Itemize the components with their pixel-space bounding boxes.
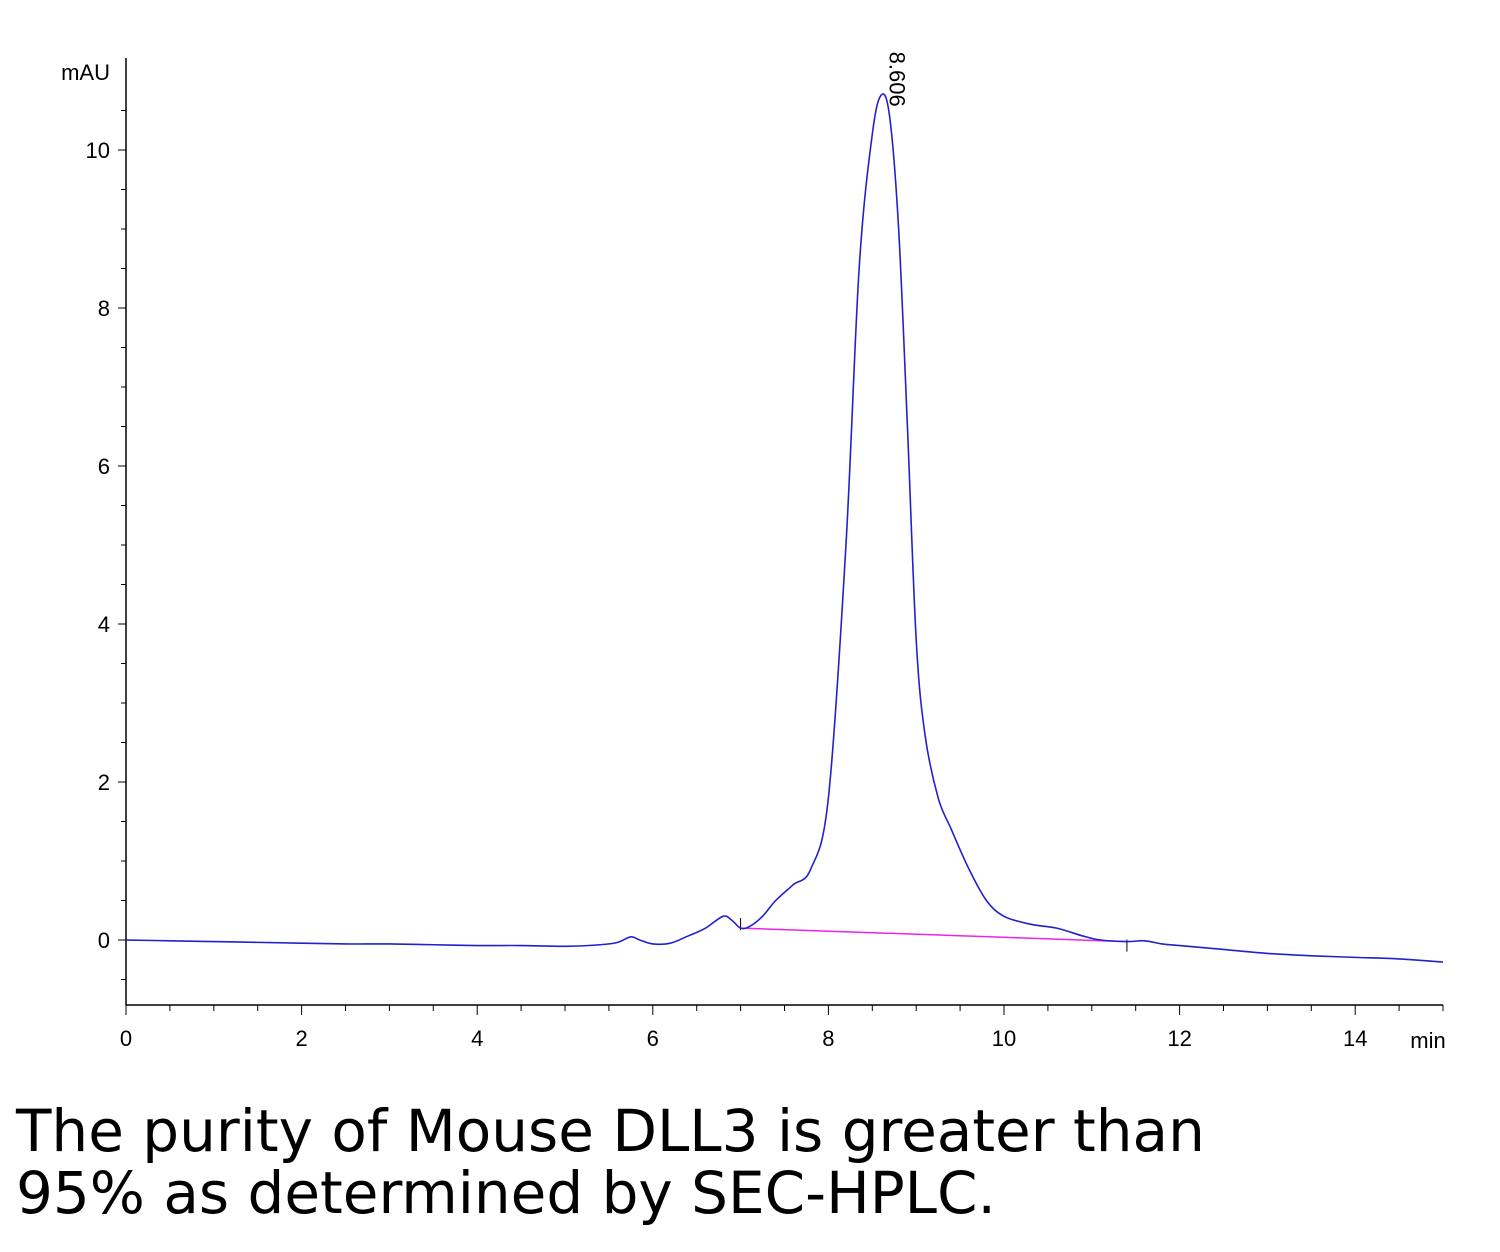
y-tick-label: 6 xyxy=(98,454,110,479)
caption-line-1: The purity of Mouse DLL3 is greater than xyxy=(16,1097,1205,1165)
x-tick-label: 10 xyxy=(992,1026,1016,1051)
x-axis-label: min xyxy=(1410,1028,1445,1053)
chart-marks xyxy=(125,93,1444,963)
x-tick-label: 14 xyxy=(1343,1026,1367,1051)
y-tick-label: 2 xyxy=(98,770,110,795)
peak-retention-label: 8.606 xyxy=(885,52,910,107)
x-tick-label: 12 xyxy=(1167,1026,1191,1051)
integration-baseline xyxy=(740,927,1127,943)
caption-line-2: 95% as determined by SEC-HPLC. xyxy=(16,1159,996,1227)
axes xyxy=(118,58,1444,1015)
y-tick-label: 4 xyxy=(98,612,110,637)
chromatogram-trace xyxy=(125,93,1444,963)
y-tick-label: 8 xyxy=(98,296,110,321)
x-tick-label: 2 xyxy=(295,1026,307,1051)
x-tick-label: 8 xyxy=(822,1026,834,1051)
x-tick-label: 0 xyxy=(120,1026,132,1051)
chromatogram-chart: 0 2 4 6 8 10 mAU 0 2 4 6 8 10 12 14 min 8.606 xyxy=(61,52,1446,1053)
y-tick-label: 0 xyxy=(98,928,110,953)
chart-labels: 0 2 4 6 8 10 mAU 0 2 4 6 8 10 12 14 min 8.606 xyxy=(61,52,1446,1053)
x-tick-label: 6 xyxy=(647,1026,659,1051)
caption: The purity of Mouse DLL3 is greater than… xyxy=(16,1100,1216,1224)
x-tick-label: 4 xyxy=(471,1026,483,1051)
y-axis-label: mAU xyxy=(61,60,110,85)
y-tick-label: 10 xyxy=(86,138,110,163)
